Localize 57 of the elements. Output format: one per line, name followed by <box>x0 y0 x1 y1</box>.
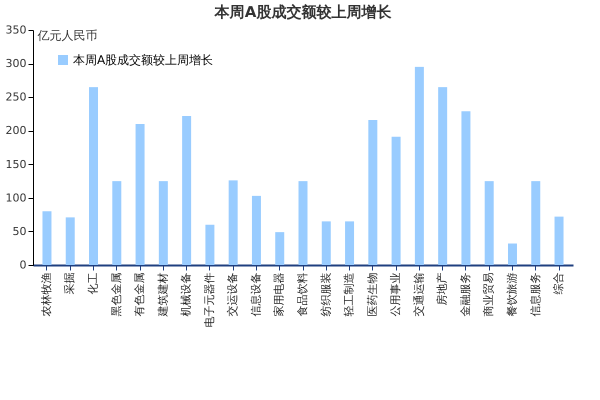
bar <box>275 232 284 265</box>
y-tick-label: 350 <box>6 24 26 36</box>
x-tick-label: 交运设备 <box>226 272 240 316</box>
y-axis-title: 亿元人民币 <box>36 28 98 42</box>
x-tick-label: 农林牧渔 <box>40 272 53 316</box>
x-tick-label: 家用电器 <box>272 272 286 316</box>
bar <box>42 211 52 265</box>
bar <box>252 196 261 265</box>
bar <box>89 87 98 265</box>
x-tick-label: 建筑建材 <box>156 272 170 318</box>
y-tick-label: 50 <box>12 224 26 238</box>
x-tick-label: 公用事业 <box>389 272 402 316</box>
bar <box>438 87 448 265</box>
bar <box>322 221 331 265</box>
x-tick-label: 交通运输 <box>412 272 426 316</box>
bar <box>345 221 354 265</box>
bar <box>112 181 122 265</box>
x-tick-label: 轻工制造 <box>342 272 356 316</box>
x-tick-label: 采掘 <box>63 272 76 294</box>
bar <box>531 181 540 265</box>
x-tick-label: 化工 <box>86 272 100 294</box>
x-tick-label: 有色金属 <box>133 272 146 316</box>
x-tick-label: 房地产 <box>436 272 449 306</box>
bar <box>182 116 192 265</box>
bar <box>392 136 401 265</box>
y-tick-label: 200 <box>6 124 26 138</box>
legend-label: 本周A股成交额较上周增长 <box>73 53 214 67</box>
y-tick-label: 300 <box>6 57 26 70</box>
bar <box>205 224 214 265</box>
x-tick-label: 金融服务 <box>458 272 472 316</box>
x-tick-label: 信息设备 <box>249 272 262 316</box>
x-tick-label: 信息服务 <box>528 272 542 316</box>
chart-title: 本周A股成交额较上周增长 <box>214 3 392 21</box>
bar <box>484 181 494 265</box>
y-tick-label: 0 <box>20 258 26 272</box>
x-tick-label: 机械设备 <box>180 272 193 316</box>
x-tick-label: 商业贸易 <box>482 272 496 316</box>
bar <box>554 216 564 265</box>
y-tick-label: 150 <box>6 158 26 171</box>
bar <box>136 124 145 265</box>
y-tick-label: 250 <box>6 90 26 104</box>
y-tick-label: 100 <box>6 191 26 204</box>
bar <box>508 244 517 265</box>
bar <box>414 66 424 265</box>
x-tick-label: 医药生物 <box>366 272 379 316</box>
x-tick-label: 纺织服装 <box>319 272 332 316</box>
bar <box>368 120 378 265</box>
x-tick-label: 食品饮料 <box>296 272 309 316</box>
x-tick-label: 黑色金属 <box>110 272 123 316</box>
bar <box>228 180 238 265</box>
bar <box>158 181 168 265</box>
x-tick-label: 餐饮旅游 <box>505 272 518 316</box>
bar <box>461 111 470 265</box>
bar <box>66 217 75 265</box>
x-tick-label: 电子元器件 <box>202 272 216 328</box>
bar <box>298 181 308 265</box>
x-tick-label: 综合 <box>552 272 566 294</box>
